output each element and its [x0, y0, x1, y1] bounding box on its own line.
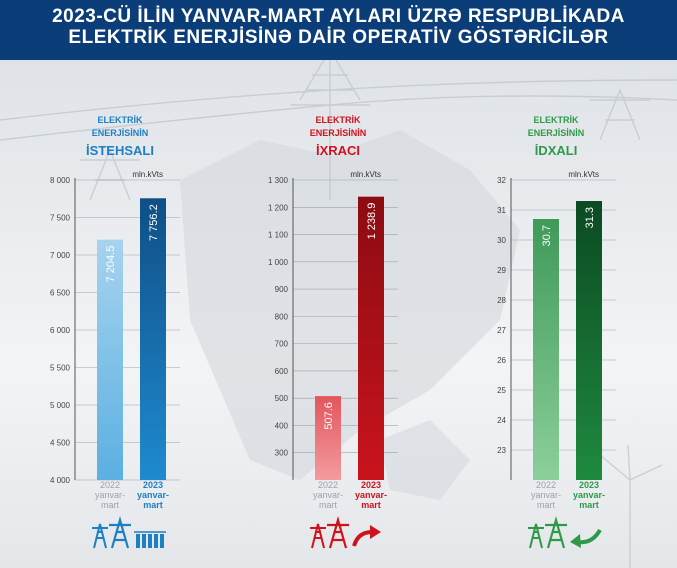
- y-tick-label: 27: [497, 326, 506, 335]
- y-tick-label: 26: [497, 356, 506, 365]
- y-tick-label: 600: [275, 367, 289, 376]
- substation-block: [160, 534, 164, 548]
- y-tick-label: 300: [275, 449, 289, 458]
- x-category-label: mart: [101, 500, 119, 510]
- power-tower-export-icon: [310, 515, 381, 549]
- x-category-label: mart: [143, 500, 163, 510]
- chart-title-line: ELEKTRİK: [316, 115, 362, 125]
- y-tick-label: 5 000: [50, 401, 71, 410]
- x-category-label: mart: [319, 500, 337, 510]
- data-label: 31.3: [584, 207, 596, 228]
- y-tick-label: 1 300: [268, 176, 289, 185]
- tower-shape: [327, 515, 349, 549]
- chart-title-line: İXRACI: [316, 143, 360, 158]
- chart-title-line: ENERJİSİNİN: [528, 128, 585, 138]
- y-tick-label: 5 500: [50, 364, 71, 373]
- substation-block: [142, 534, 146, 548]
- bar-2022: [315, 396, 341, 480]
- header-title-line1: 2023-CÜ İLİN YANVAR-MART AYLARI ÜZRƏ RES…: [52, 6, 625, 27]
- x-category-label: 2023: [361, 480, 381, 490]
- y-tick-label: 24: [497, 416, 506, 425]
- y-tick-label: 30: [497, 236, 506, 245]
- y-tick-label: 8 000: [50, 176, 71, 185]
- x-category-label: yanvar-: [573, 490, 605, 500]
- data-label: 7 756.2: [148, 204, 160, 241]
- x-category-label: mart: [537, 500, 555, 510]
- y-tick-label: 25: [497, 386, 506, 395]
- y-tick-label: 7 000: [50, 251, 71, 260]
- chart-production: ELEKTRİK ENERJİSİNİN İSTEHSALI mln.kVts 4 00…: [50, 115, 180, 549]
- y-tick-label: 4 500: [50, 439, 71, 448]
- data-label: 30.7: [541, 225, 553, 246]
- tower-shape: [92, 523, 108, 549]
- chart-title-line: ENERJİSİNİN: [310, 128, 367, 138]
- data-label: 507.6: [323, 402, 335, 430]
- tower-shape: [109, 515, 131, 549]
- chart-export: ELEKTRİK ENERJİSİNİN İXRACI mln.kVts 300 400 5…: [268, 115, 398, 549]
- y-tick-label: 800: [275, 312, 289, 321]
- x-category-label: yanvar-: [531, 490, 561, 500]
- bar-2023: [140, 198, 166, 480]
- x-category-label: yanvar-: [95, 490, 125, 500]
- y-tick-label: 31: [497, 206, 506, 215]
- y-tick-label: 900: [275, 285, 289, 294]
- header-banner: 2023-CÜ İLİN YANVAR-MART AYLARI ÜZRƏ RES…: [0, 0, 677, 60]
- chart-title-line: İDXALI: [535, 143, 578, 158]
- export-arrow: [352, 530, 373, 547]
- y-tick-label: 6 000: [50, 326, 71, 335]
- unit-label: mln.kVts: [350, 170, 381, 179]
- y-tick-label: 7 500: [50, 214, 71, 223]
- arrow-head: [570, 534, 581, 548]
- power-tower-substation-icon: [92, 515, 166, 549]
- arrow-head: [370, 525, 381, 539]
- unit-label: mln.kVts: [568, 170, 599, 179]
- y-tick-label: 1 200: [268, 203, 289, 212]
- x-category-label: 2022: [100, 480, 120, 490]
- chart-title-line: ELEKTRİK: [98, 115, 144, 125]
- header-title-line2: ELEKTRİK ENERJİSİNƏ DAİR OPERATİV GÖSTƏR…: [68, 27, 609, 48]
- tower-shape: [545, 515, 567, 549]
- data-label: 7 204.5: [105, 246, 117, 283]
- substation-block: [136, 534, 140, 548]
- y-tick-label: 4 000: [50, 476, 71, 485]
- y-tick-label: 23: [497, 446, 506, 455]
- bar-2023: [576, 201, 602, 480]
- y-tick-label: 500: [275, 394, 289, 403]
- y-tick-label: 400: [275, 421, 289, 430]
- chart-title-line: ELEKTRİK: [534, 115, 580, 125]
- x-category-label: yanvar-: [313, 490, 343, 500]
- tower-shape: [310, 523, 326, 549]
- substation-block: [148, 534, 152, 548]
- y-tick-label: 1 000: [268, 258, 289, 267]
- bar-2022: [97, 239, 123, 480]
- y-tick-label: 28: [497, 296, 506, 305]
- x-category-label: mart: [579, 500, 599, 510]
- x-category-label: yanvar-: [137, 490, 169, 500]
- data-label: 1 238.9: [366, 203, 378, 240]
- y-tick-label: 29: [497, 266, 506, 275]
- y-tick-label: 6 500: [50, 289, 71, 298]
- x-category-label: 2022: [536, 480, 556, 490]
- power-tower-import-icon: [528, 515, 602, 549]
- chart-title-line: İSTEHSALI: [86, 143, 154, 158]
- y-tick-label: 700: [275, 340, 289, 349]
- substation-block: [154, 534, 158, 548]
- y-tick-label: 32: [497, 176, 506, 185]
- x-category-label: 2022: [318, 480, 338, 490]
- y-tick-label: 1 100: [268, 231, 289, 240]
- chart-import: ELEKTRİK ENERJİSİNİN İDXALI mln.kVts 23 24 25 2…: [497, 115, 616, 549]
- x-category-label: 2023: [579, 480, 599, 490]
- bar-2023: [358, 196, 384, 480]
- tower-shape: [528, 523, 544, 549]
- bar-2022: [533, 219, 559, 480]
- x-category-label: 2023: [143, 480, 163, 490]
- chart-title-line: ENERJİSİNİN: [92, 128, 149, 138]
- unit-label: mln.kVts: [132, 170, 163, 179]
- x-category-label: mart: [361, 500, 381, 510]
- x-category-label: yanvar-: [355, 490, 387, 500]
